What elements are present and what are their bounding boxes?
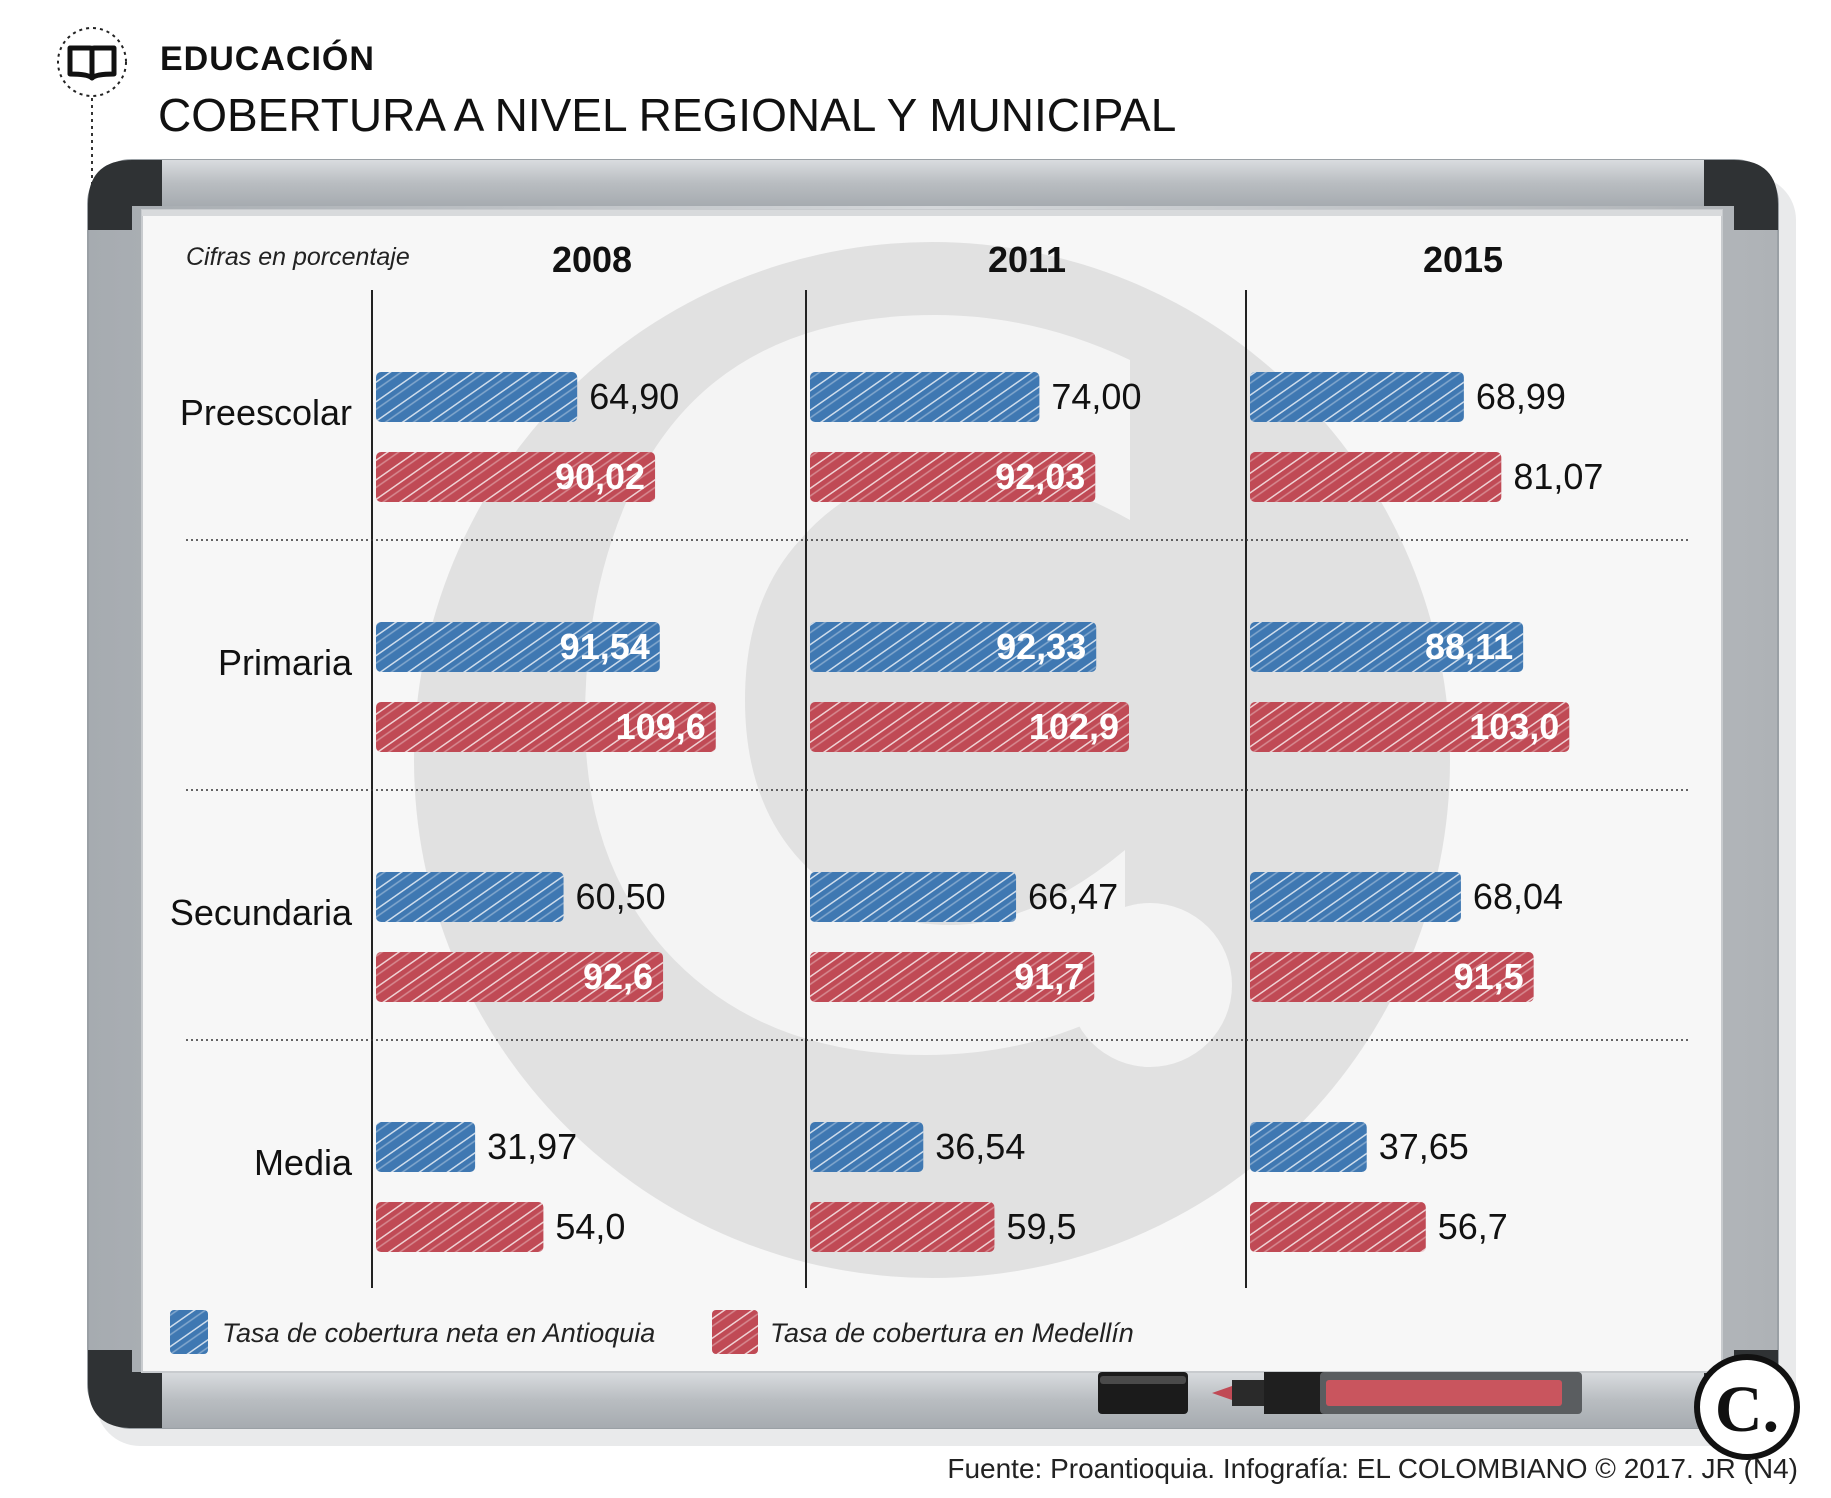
bar-label-medellin-2008-primaria: 109,6 [616,706,706,747]
header: EDUCACIÓN COBERTURA A NIVEL REGIONAL Y M… [57,27,1176,200]
watermark-letter-c [585,315,1130,1055]
bar-label-antioquia-2011-secundaria: 66,47 [1028,876,1118,917]
bar-hatch-antioquia-2015-primaria [1250,622,1524,672]
bar-label-medellin-2015-secundaria: 91,5 [1454,956,1524,997]
bar-hatch-antioquia-2011-secundaria [810,872,1017,922]
logo-text: C. [1715,1373,1779,1446]
marker-body-dark [1264,1372,1324,1414]
bar-hatch-medellin-2008-primaria [376,702,716,752]
bar-hatch-antioquia-2008-primaria [376,622,660,672]
bar-label-antioquia-2011-primaria: 92,33 [996,626,1086,667]
unit-note: Cifras en porcentaje [186,243,410,271]
bar-hatch-medellin-2011-preescolar [810,452,1096,502]
board-inner-shadow [142,210,1722,216]
bar-hatch-medellin-2011-primaria [810,702,1129,752]
bar-hatch-medellin-2011-secundaria [810,952,1095,1002]
bar-label-antioquia-2015-preescolar: 68,99 [1476,376,1566,417]
bar-hatch-antioquia-2011-preescolar [810,372,1040,422]
bar-hatch-medellin-2008-preescolar [376,452,656,502]
bar-label-medellin-2008-preescolar: 90,02 [555,456,645,497]
legend-label-medellin: Tasa de cobertura en Medellín [770,1318,1134,1348]
bar-label-medellin-2008-media: 54,0 [555,1206,625,1247]
legend-label-antioquia: Tasa de cobertura neta en Antioquia [222,1318,655,1348]
marker-body-red [1326,1380,1562,1406]
bar-label-antioquia-2015-media: 37,65 [1379,1126,1469,1167]
year-header-2011: 2011 [988,239,1066,280]
bar-label-medellin-2011-media: 59,5 [1006,1206,1076,1247]
bar-label-antioquia-2011-media: 36,54 [935,1126,1025,1167]
bar-label-antioquia-2008-preescolar: 64,90 [589,376,679,417]
category-label-secundaria: Secundaria [170,892,353,933]
legend-item-antioquia: Tasa de cobertura neta en Antioquia [170,1310,655,1354]
bar-label-medellin-2015-primaria: 103,0 [1469,706,1559,747]
bars [376,372,1570,1252]
year-header-2008: 2008 [552,239,632,280]
bar-label-antioquia-2015-secundaria: 68,04 [1473,876,1563,917]
logo-circle [1694,1354,1800,1460]
bar-labels: 64,90 91,54 60,50 31,97 74,00 92,33 66,47 36,54… [487,376,1603,1247]
marker-collar [1232,1380,1264,1406]
bar-hatch-antioquia-2011-media [810,1122,924,1172]
marker-cap-highlight [1100,1376,1186,1384]
bar-hatch-antioquia-2015-media [1250,1122,1367,1172]
bar-label-medellin-2008-secundaria: 92,6 [583,956,653,997]
book-icon [67,45,117,81]
corner-top-left [88,160,162,230]
bar-hatch-antioquia-2015-preescolar [1250,372,1464,422]
legend-swatch-medellin-hatch [712,1310,758,1354]
category-labels: Preescolar Primaria Secundaria Media [170,392,353,1183]
bar-label-antioquia-2008-primaria: 91,54 [560,626,650,667]
bar-label-medellin-2011-secundaria: 91,7 [1014,956,1084,997]
bar-hatch-medellin-2008-media [376,1202,544,1252]
bar-label-antioquia-2008-media: 31,97 [487,1126,577,1167]
bar-hatch-antioquia-2008-preescolar [376,372,578,422]
bar-label-antioquia-2011-preescolar: 74,00 [1051,376,1141,417]
bar-hatch-antioquia-2008-secundaria [376,872,564,922]
grid-lines [186,290,1690,1288]
bar-label-medellin-2011-preescolar: 92,03 [995,456,1085,497]
markers [1098,1372,1582,1414]
watermark-dot [1068,903,1232,1067]
chart-area: Cifras en porcentaje 2008 2011 2015 Preesc… [170,239,1690,1288]
bar-label-antioquia-2008-secundaria: 60,50 [576,876,666,917]
year-header-2015: 2015 [1423,239,1503,280]
category-label-media: Media [254,1142,353,1183]
category-label-preescolar: Preescolar [180,392,352,433]
bar-hatch-medellin-2008-secundaria [376,952,664,1002]
category-label-primaria: Primaria [218,642,353,683]
logo: C. [1694,1354,1800,1460]
board-frame-top [130,160,1730,206]
bar-label-medellin-2015-media: 56,7 [1438,1206,1508,1247]
corner-top-right [1704,160,1778,230]
source-credit: Fuente: Proantioquia. Infografía: EL COL… [947,1453,1798,1484]
bar-hatch-medellin-2015-primaria [1250,702,1570,752]
bar-hatch-medellin-2015-preescolar [1250,452,1502,502]
bar-label-antioquia-2015-primaria: 88,11 [1425,626,1513,667]
legend-item-medellin: Tasa de cobertura en Medellín [712,1310,1134,1354]
bar-hatch-medellin-2015-media [1250,1202,1426,1252]
watermark [414,242,1450,1278]
bar-hatch-antioquia-2011-primaria [810,622,1097,672]
year-headers: 2008 2011 2015 [552,239,1503,280]
bar-label-medellin-2011-primaria: 102,9 [1029,706,1119,747]
legend-swatch-antioquia-hatch [170,1310,208,1354]
corner-bottom-left [88,1350,162,1428]
legend: Tasa de cobertura neta en Antioquia Tasa… [170,1310,1134,1354]
bar-hatch-antioquia-2015-secundaria [1250,872,1461,922]
bar-label-medellin-2015-preescolar: 81,07 [1513,456,1603,497]
bar-hatch-medellin-2015-secundaria [1250,952,1534,1002]
marker-tip [1212,1386,1232,1400]
bar-hatch-antioquia-2008-media [376,1122,476,1172]
section-label: EDUCACIÓN [160,40,375,78]
chart-title: COBERTURA A NIVEL REGIONAL Y MUNICIPAL [158,89,1176,141]
bar-hatch-medellin-2011-media [810,1202,995,1252]
